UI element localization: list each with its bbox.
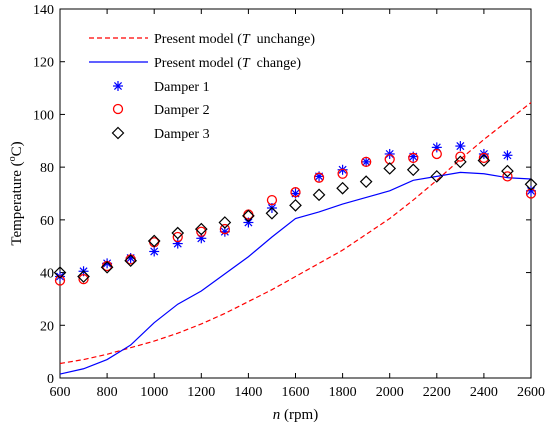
series-line (59, 102, 532, 365)
x-axis-label: n (rpm) (273, 407, 318, 423)
legend-label: Present model (T change) (154, 56, 301, 71)
data-point (406, 163, 420, 177)
data-point (384, 148, 395, 159)
x-axis: 600 800 1000 1200 1400 1600 1800 2000 2200 2400 26… (50, 9, 545, 400)
x-tick-label: 2400 (470, 385, 498, 400)
data-point (501, 164, 514, 178)
series-2 (55, 141, 536, 282)
data-point (431, 148, 442, 160)
data-point (196, 226, 207, 237)
data-point (290, 187, 301, 198)
legend-item-damper-3: Damper 3 (111, 126, 210, 142)
y-tick-label: 100 (33, 108, 54, 123)
data-point (219, 223, 231, 235)
data-point (149, 246, 160, 257)
circle-marker-icon (112, 103, 124, 115)
data-point (502, 171, 513, 182)
data-point (53, 266, 67, 279)
data-point (455, 151, 466, 162)
x-tick-label: 600 (50, 385, 71, 400)
circle-marker-icon (112, 103, 124, 115)
data-point (383, 162, 397, 175)
series-1 (59, 171, 532, 375)
legend-label: Present model (T unchange) (154, 32, 315, 47)
data-point (454, 155, 467, 169)
series-4 (53, 154, 538, 283)
diamond-marker-icon (111, 126, 125, 140)
data-point (289, 199, 302, 212)
data-point (54, 275, 66, 286)
data-point (78, 274, 89, 285)
data-point (312, 188, 326, 202)
data-point (477, 154, 491, 167)
data-point (359, 175, 373, 188)
x-tick-label: 1000 (140, 385, 168, 400)
x-tick-label: 1800 (329, 385, 357, 400)
data-point (360, 156, 372, 168)
data-point (478, 152, 490, 164)
y-axis: 0 20 40 60 80 100 120 140 (33, 3, 531, 387)
data-point (147, 234, 161, 248)
asterisk-marker-icon (113, 81, 123, 91)
y-tick-label: 80 (40, 161, 54, 176)
data-point (265, 206, 279, 220)
legend-item-present-model-t-change: Present model (T change) (89, 56, 301, 71)
x-tick-label: 800 (97, 385, 118, 400)
y-tick-label: 40 (40, 267, 54, 282)
series-0 (59, 102, 532, 365)
y-tick-label: 60 (40, 214, 54, 229)
data-point (77, 270, 90, 283)
y-tick-label: 140 (33, 3, 54, 18)
asterisk-marker-icon (113, 81, 123, 91)
x-tick-label: 2000 (376, 385, 404, 400)
legend-label: Damper 2 (154, 103, 210, 118)
data-point (266, 194, 278, 206)
data-point (194, 222, 208, 236)
y-tick-label: 0 (47, 372, 54, 387)
x-tick-label: 1600 (282, 385, 310, 400)
x-tick-label: 1200 (187, 385, 215, 400)
data-point (124, 254, 137, 268)
y-tick-label: 120 (33, 56, 54, 71)
data-point (524, 177, 538, 191)
data-point (336, 181, 349, 195)
data-point (361, 156, 372, 167)
data-point (172, 231, 183, 243)
legend-item-present-model-t-unchange: Present model (T unchange) (89, 32, 315, 47)
y-axis-label: Temperature (oC) (7, 141, 25, 245)
legend-label: Damper 1 (154, 80, 210, 95)
x-tick-label: 1400 (234, 385, 262, 400)
diamond-marker-icon (111, 126, 125, 140)
legend-label: Damper 3 (154, 127, 210, 142)
data-point (455, 141, 466, 152)
legend: Present model (T unchange) Present model… (89, 32, 315, 142)
data-point (171, 226, 185, 240)
x-tick-label: 2200 (423, 385, 451, 400)
legend-item-damper-1: Damper 1 (113, 80, 210, 95)
data-point (218, 216, 232, 229)
y-tick-label: 20 (40, 319, 54, 334)
data-point (337, 168, 348, 179)
data-point (313, 172, 325, 183)
data-point (408, 152, 419, 164)
data-point (430, 170, 444, 183)
series-line (59, 171, 532, 375)
data-point (242, 209, 255, 223)
x-tick-label: 2600 (517, 385, 545, 400)
data-point (502, 150, 513, 161)
data-point (100, 260, 114, 274)
series-3 (54, 148, 537, 286)
legend-item-damper-2: Damper 2 (112, 103, 210, 118)
